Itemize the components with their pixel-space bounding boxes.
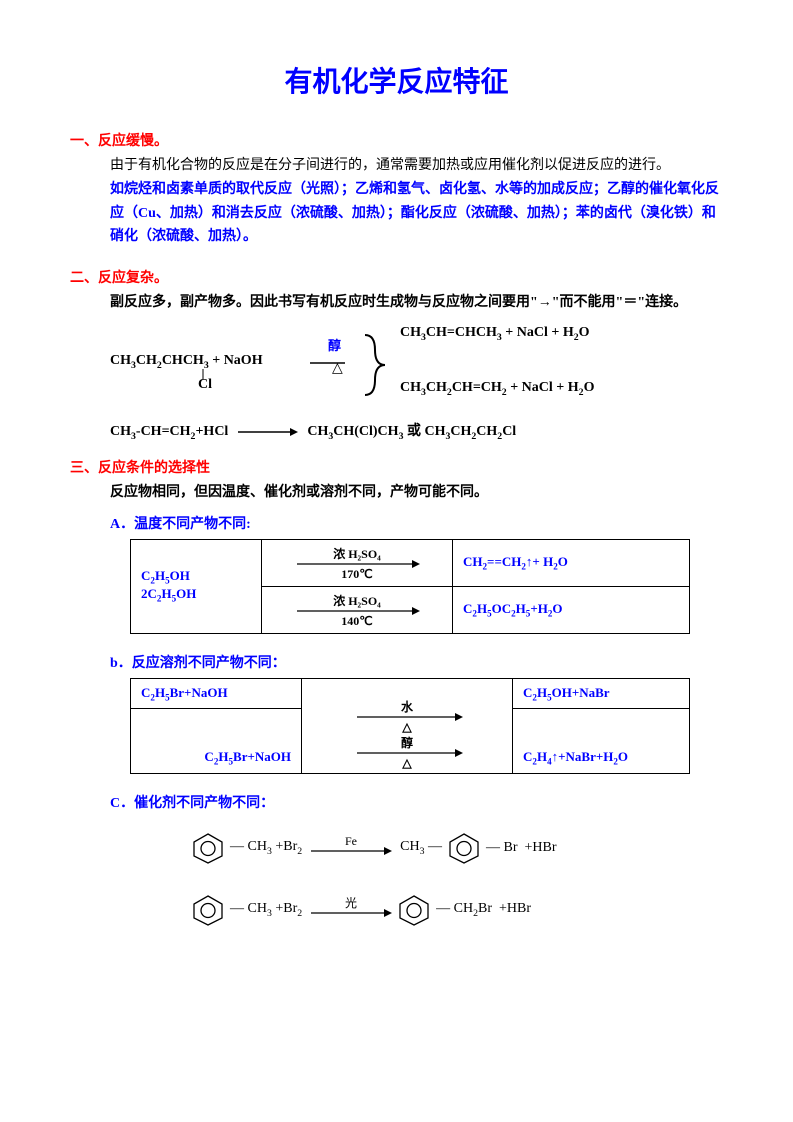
a-arrow2-cell: 浓 H₂SO₄ 140℃ <box>262 586 453 633</box>
b-prod1-cell: C2H5OH+NaBr <box>513 678 690 709</box>
svg-text:△: △ <box>401 720 412 734</box>
b-arrows-cell: 水 △ 醇 △ <box>302 678 513 773</box>
sec2-title: 反应复杂。 <box>98 271 168 286</box>
b-left1-cell: C2H5Br+NaOH <box>131 678 302 709</box>
sec1-title: 反应缓慢。 <box>98 134 168 149</box>
c1-ch3: CH3 — <box>400 839 442 857</box>
sec2-p1: 副反应多，副产物多。因此书写有机反应时生成物与反应物之间要用"→"而不能用"＝"… <box>110 291 723 315</box>
a-reactants-cell: C2H5OH 2C2H5OH <box>131 539 262 633</box>
cond-heat: △ <box>332 360 343 377</box>
sec3-a-head: A．温度不同产物不同: <box>110 513 723 533</box>
page-title: 有机化学反应特征 <box>70 60 723 100</box>
b-prod2-cell: C2H4↑+NaBr+H2O <box>513 709 690 774</box>
hcl-right: CH3CH(Cl)CH3 或 CH3CH2CH2Cl <box>307 424 516 439</box>
svg-text:水: 水 <box>401 699 414 714</box>
arrow-1 <box>310 353 350 373</box>
sec3-p1: 反应物相同，但因温度、催化剂或溶剂不同，产物可能不同。 <box>110 481 723 505</box>
a-left1: C2H5OH <box>141 568 251 586</box>
a-arrow1-cell: 浓 H₂SO₄ 170℃ <box>262 539 453 586</box>
svg-text:醇: 醇 <box>401 735 413 750</box>
benzene-icon <box>190 894 226 926</box>
sec1-num: 一、 <box>70 134 98 149</box>
cl-substituent: Cl <box>198 377 212 393</box>
catalyst-block: — CH3 +Br2 Fe CH3 — — Br +HBr — CH3 +Br2… <box>190 832 723 926</box>
benzene-icon <box>396 894 432 926</box>
benzene-icon <box>446 832 482 864</box>
sec3-title: 反应条件的选择性 <box>98 461 210 476</box>
sec3-c-head: C．催化剂不同产物不同： <box>110 792 723 812</box>
naoh-product-1: CH3CH=CHCH3 + NaCl + H2O <box>400 325 590 343</box>
arrow-icon <box>238 426 298 438</box>
sec2-num: 二、 <box>70 271 98 286</box>
svg-text:Fe: Fe <box>345 835 357 848</box>
svg-text:浓 H₂SO₄: 浓 H₂SO₄ <box>333 546 381 561</box>
a-left2: 2C2H5OH <box>141 586 251 604</box>
hcl-reaction: CH3-CH=CH2+HCl CH3CH(Cl)CH3 或 CH3CH2CH2C… <box>110 420 723 442</box>
sec3-b-head: b．反应溶剂不同产物不同： <box>110 652 723 672</box>
a-prod2-cell: C2H5OC2H5+H2O <box>453 586 690 633</box>
benzene-icon <box>190 832 226 864</box>
c2-right: — CH2Br +HBr <box>436 901 531 919</box>
arrow-icon: Fe <box>306 835 396 861</box>
svg-text:光: 光 <box>345 897 357 910</box>
c1-mid: — CH3 +Br2 <box>230 839 302 857</box>
section-2-head: 二、反应复杂。 <box>70 267 723 287</box>
brace-icon <box>360 330 390 400</box>
section-1-head: 一、反应缓慢。 <box>70 130 723 150</box>
svg-text:140℃: 140℃ <box>341 614 372 627</box>
svg-text:浓 H₂SO₄: 浓 H₂SO₄ <box>333 593 381 608</box>
solvent-table: C2H5Br+NaOH 水 △ 醇 △ C2H5OH+NaBr C2H5Br+N… <box>130 678 690 774</box>
cat-row-2: — CH3 +Br2 光 — CH2Br +HBr <box>190 894 723 926</box>
sec3-num: 三、 <box>70 461 98 476</box>
b-left2-cell: C2H5Br+NaOH <box>131 709 302 774</box>
sec1-p1: 由于有机化合物的反应是在分子间进行的，通常需要加热或应用催化剂以促进反应的进行。 <box>110 154 723 178</box>
cat-row-1: — CH3 +Br2 Fe CH3 — — Br +HBr <box>190 832 723 864</box>
section-3-head: 三、反应条件的选择性 <box>70 457 723 477</box>
svg-text:170℃: 170℃ <box>341 567 372 580</box>
hcl-left: CH3-CH=CH2+HCl <box>110 424 228 439</box>
cond-alcohol: 醇 <box>328 335 341 354</box>
c2-mid: — CH3 +Br2 <box>230 901 302 919</box>
svg-text:△: △ <box>401 756 412 769</box>
arrow-icon: 光 <box>306 897 396 923</box>
naoh-reaction-diagram: CH3CH2CHCH3 + NaOH Cl 醇 △ CH3CH=CHCH3 + … <box>110 325 723 405</box>
a-prod1-cell: CH2==CH2↑+ H2O <box>453 539 690 586</box>
c1-right: — Br +HBr <box>486 840 557 856</box>
sec1-p2: 如烷烃和卤素单质的取代反应（光照）；乙烯和氢气、卤化氢、水等的加成反应；乙醇的催… <box>110 178 723 249</box>
temp-table: C2H5OH 2C2H5OH 浓 H₂SO₄ 170℃ CH2==CH2↑+ H… <box>130 539 690 634</box>
naoh-product-2: CH3CH2CH=CH2 + NaCl + H2O <box>400 380 594 398</box>
naoh-reactant: CH3CH2CHCH3 + NaOH <box>110 353 263 371</box>
